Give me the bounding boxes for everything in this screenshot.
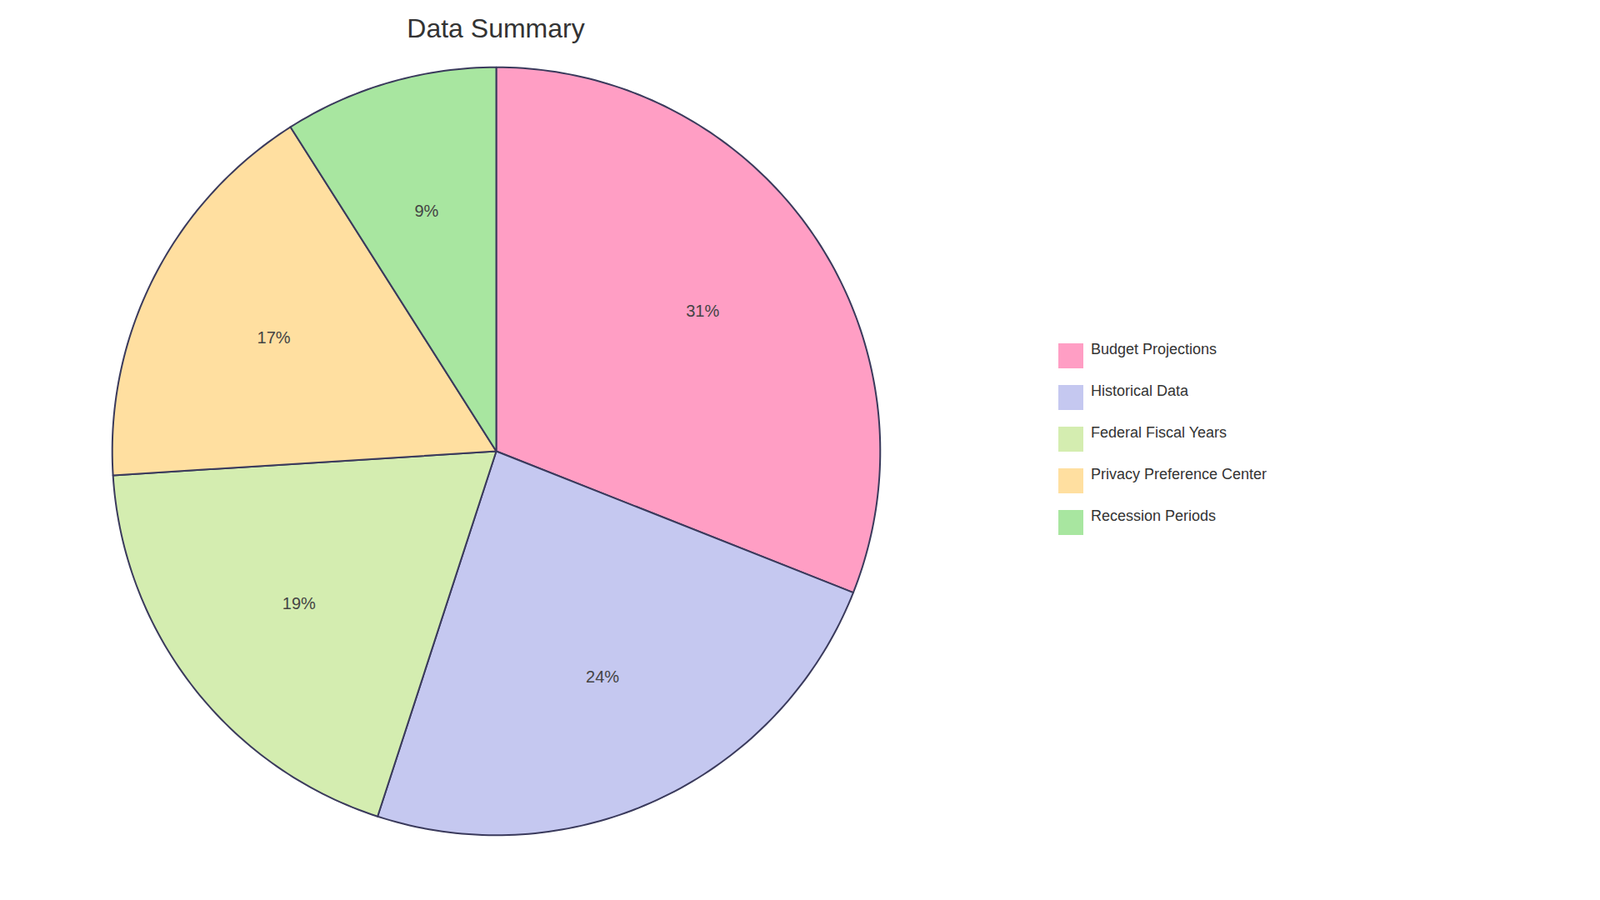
svg-text:17%: 17% — [257, 328, 291, 347]
html-text:Data Summary: Data Summary — [406, 13, 585, 44]
svg-text:31%: 31% — [685, 301, 720, 320]
svg-text:24%: 24% — [585, 667, 620, 686]
html-text:Recession Periods: Recession Periods — [1090, 507, 1216, 525]
html-text:Budget Projections: Budget Projections — [1090, 340, 1217, 358]
svg-text:19%: 19% — [282, 594, 316, 613]
html-text:Privacy Preference Center: Privacy Preference Center — [1090, 465, 1267, 483]
html-text:Historical Data: Historical Data — [1090, 382, 1189, 400]
svg-text:9%: 9% — [414, 201, 439, 220]
html-text:Federal Fiscal Years: Federal Fiscal Years — [1090, 424, 1227, 441]
